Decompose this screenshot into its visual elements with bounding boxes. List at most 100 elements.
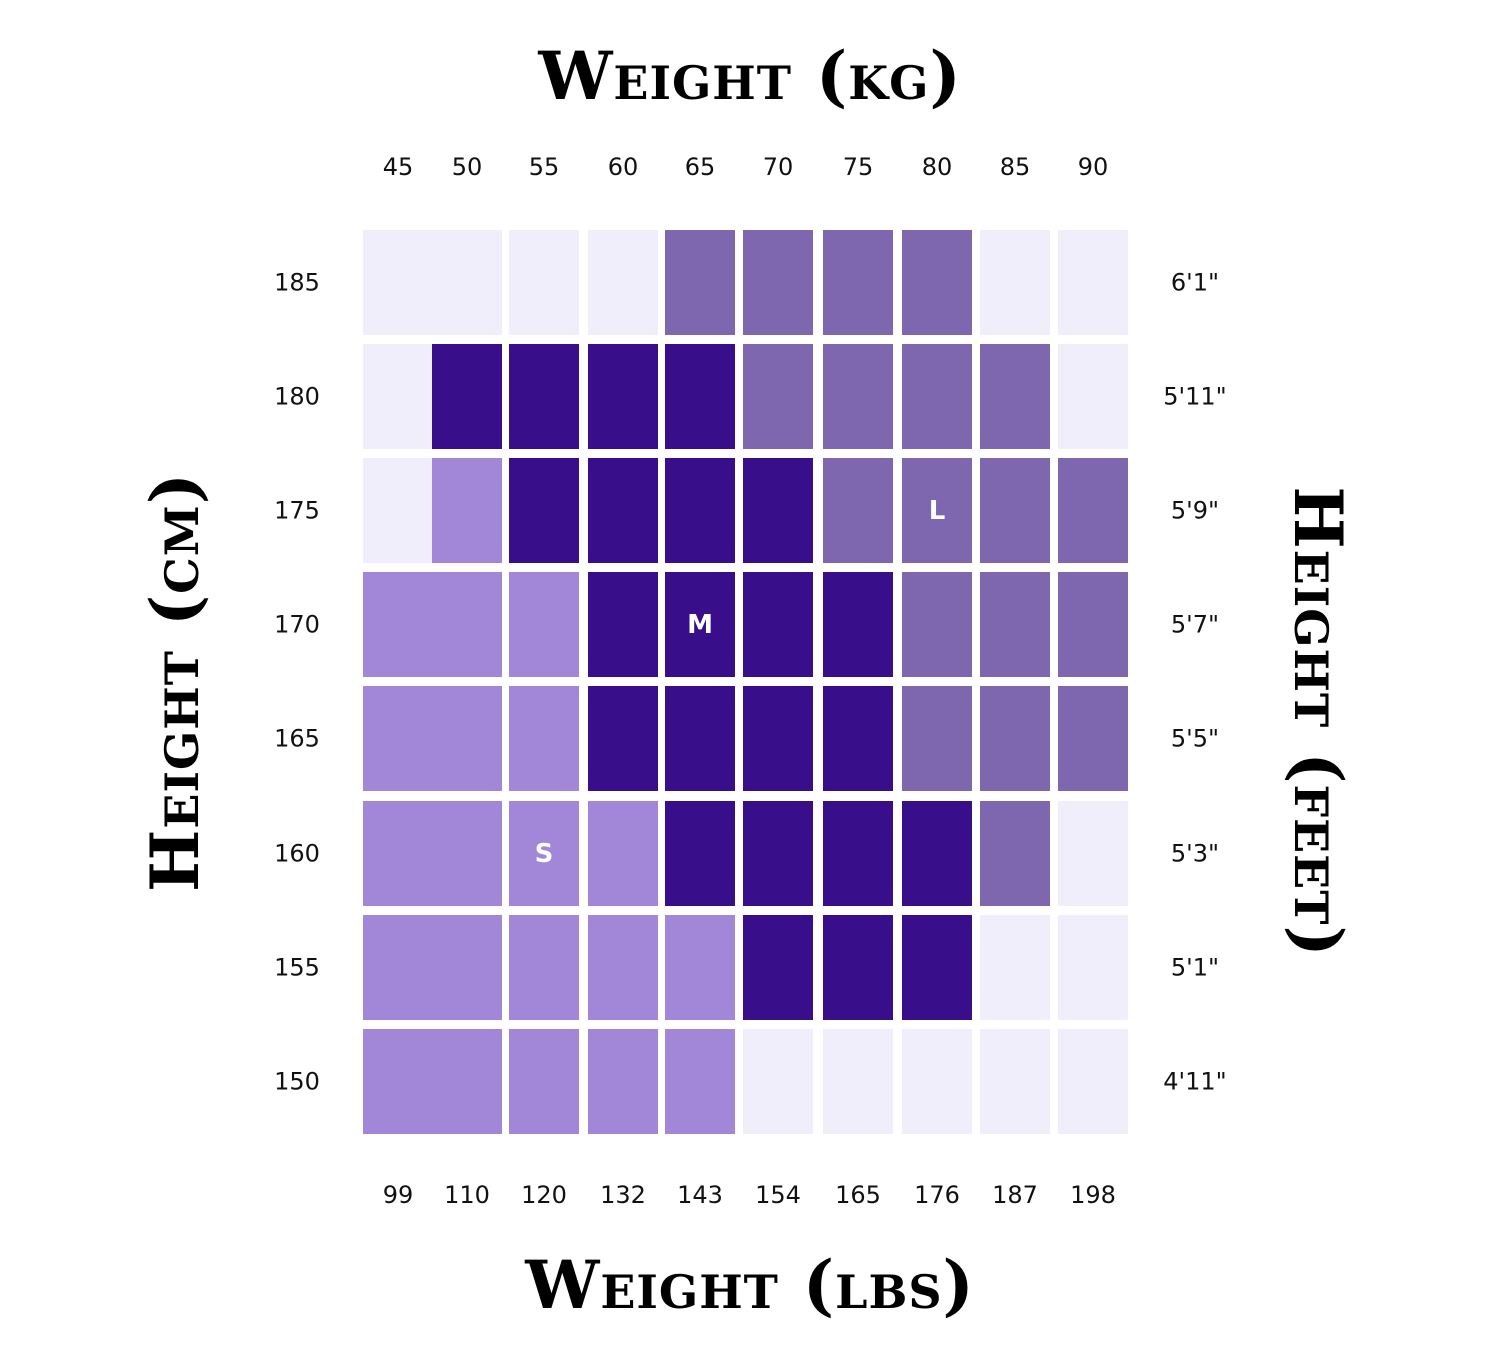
- heatmap-cell: [665, 344, 735, 449]
- heatmap-cell: [823, 1029, 893, 1134]
- heatmap-cell: [432, 801, 502, 906]
- heatmap-cell: [743, 572, 813, 677]
- x-bottom-tick-label: 198: [1070, 1181, 1116, 1209]
- heatmap-cell: [823, 686, 893, 791]
- heatmap-cell: [1058, 344, 1128, 449]
- heatmap-cell: [980, 801, 1050, 906]
- x-top-tick-label: 60: [608, 153, 639, 181]
- x-bottom-tick-label: 165: [835, 1181, 881, 1209]
- heatmap-cell: [665, 686, 735, 791]
- heatmap-cell: [588, 801, 658, 906]
- heatmap-cell: [980, 458, 1050, 563]
- heatmap-cell: [665, 458, 735, 563]
- heatmap-cell: [588, 230, 658, 335]
- x-bottom-tick-label: 99: [383, 1181, 414, 1209]
- heatmap-cell: [823, 458, 893, 563]
- y-left-tick-label: 165: [274, 725, 320, 753]
- y-right-tick-label: 5'9": [1171, 497, 1219, 525]
- y-left-tick-label: 185: [274, 269, 320, 297]
- heatmap-cell: [588, 1029, 658, 1134]
- size-label-l: L: [929, 496, 946, 526]
- x-top-tick-label: 70: [763, 153, 794, 181]
- x-top-tick-label: 55: [529, 153, 560, 181]
- x-bottom-tick-label: 187: [992, 1181, 1038, 1209]
- y-left-tick-label: 155: [274, 954, 320, 982]
- heatmap-cell: [509, 801, 579, 906]
- heatmap-cell: [432, 344, 502, 449]
- heatmap-cell: [665, 801, 735, 906]
- x-top-tick-label: 80: [922, 153, 953, 181]
- heatmap-cell: [665, 230, 735, 335]
- y-right-tick-label: 5'7": [1171, 611, 1219, 639]
- heatmap-cell: [588, 686, 658, 791]
- x-top-tick-label: 65: [685, 153, 716, 181]
- heatmap-cell: [823, 230, 893, 335]
- x-top-tick-label: 90: [1078, 153, 1109, 181]
- heatmap-cell: [432, 1029, 502, 1134]
- y-left-tick-label: 175: [274, 497, 320, 525]
- heatmap-cell: [743, 801, 813, 906]
- heatmap-cell: [588, 344, 658, 449]
- heatmap-cell: [363, 686, 433, 791]
- x-bottom-tick-label: 110: [444, 1181, 490, 1209]
- heatmap-cell: [902, 686, 972, 791]
- heatmap-cell: [823, 572, 893, 677]
- weight-kg-title: Weight (kg): [538, 37, 962, 115]
- heatmap-cell: [509, 458, 579, 563]
- heatmap-cell: [743, 686, 813, 791]
- heatmap-cell: [980, 344, 1050, 449]
- size-label-m: M: [687, 610, 713, 640]
- heatmap-cell: [432, 572, 502, 677]
- x-bottom-tick-label: 120: [521, 1181, 567, 1209]
- heatmap-cell: [509, 344, 579, 449]
- heatmap-cell: [509, 230, 579, 335]
- heatmap-cell: [823, 801, 893, 906]
- heatmap-cell: [1058, 1029, 1128, 1134]
- heatmap-cell: [980, 686, 1050, 791]
- heatmap-cell: [743, 344, 813, 449]
- heatmap-cell: [363, 915, 433, 1020]
- heatmap-cell: [902, 344, 972, 449]
- heatmap-cell: [1058, 572, 1128, 677]
- heatmap-cell: [743, 230, 813, 335]
- x-top-tick-label: 75: [843, 153, 874, 181]
- heatmap-cell: [902, 1029, 972, 1134]
- x-bottom-tick-label: 132: [600, 1181, 646, 1209]
- heatmap-cell: [363, 1029, 433, 1134]
- heatmap-cell: [743, 458, 813, 563]
- size-label-s: S: [535, 839, 554, 869]
- heatmap-cell: [902, 458, 972, 563]
- heatmap-cell: [743, 1029, 813, 1134]
- y-right-tick-label: 5'3": [1171, 840, 1219, 868]
- heatmap-cell: [665, 572, 735, 677]
- heatmap-cell: [363, 801, 433, 906]
- y-right-tick-label: 5'1": [1171, 954, 1219, 982]
- heatmap-cell: [363, 344, 433, 449]
- heatmap-cell: [363, 572, 433, 677]
- heatmap-cell: [363, 458, 433, 563]
- weight-lbs-title: Weight (lbs): [525, 1246, 975, 1324]
- heatmap-cell: [980, 572, 1050, 677]
- heatmap-cell: [665, 915, 735, 1020]
- y-left-tick-label: 160: [274, 840, 320, 868]
- heatmap-cell: [432, 686, 502, 791]
- x-top-tick-label: 85: [1000, 153, 1031, 181]
- heatmap-cell: [588, 915, 658, 1020]
- heatmap-cell: [432, 230, 502, 335]
- heatmap-cell: [509, 915, 579, 1020]
- heatmap-cell: [902, 572, 972, 677]
- heatmap-cell: [980, 1029, 1050, 1134]
- heatmap-cell: [509, 686, 579, 791]
- heatmap-cell: [363, 230, 433, 335]
- heatmap-cell: [432, 458, 502, 563]
- y-left-tick-label: 170: [274, 611, 320, 639]
- heatmap-cell: [1058, 801, 1128, 906]
- heatmap-cell: [902, 915, 972, 1020]
- y-left-tick-label: 180: [274, 383, 320, 411]
- heatmap-cell: [902, 230, 972, 335]
- heatmap-cell: [665, 1029, 735, 1134]
- heatmap-cell: [1058, 230, 1128, 335]
- heatmap-cell: [980, 915, 1050, 1020]
